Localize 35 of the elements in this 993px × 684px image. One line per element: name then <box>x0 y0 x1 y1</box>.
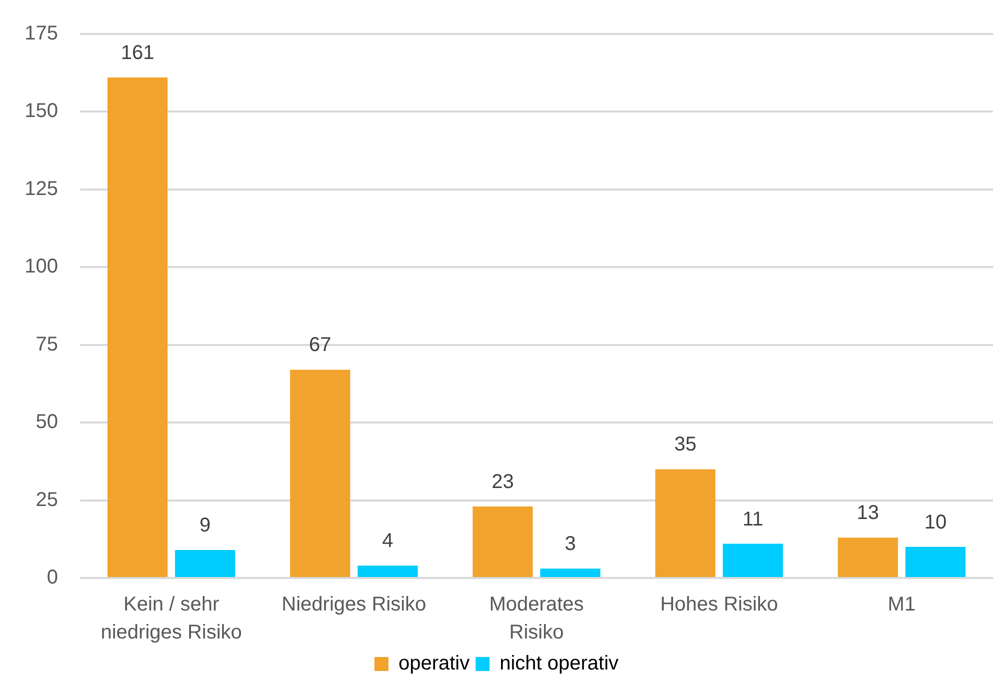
data-label: 3 <box>564 533 576 556</box>
bar <box>722 544 783 577</box>
data-label: 11 <box>742 508 764 530</box>
legend-label: nicht operativ <box>500 652 619 675</box>
y-tick-label: 50 <box>36 411 58 434</box>
x-tick-label: Moderates Risiko <box>489 594 584 644</box>
x-tick-label: M1 <box>888 594 916 616</box>
y-tick-label: 125 <box>24 178 58 200</box>
bar <box>540 568 600 577</box>
y-tick-label: 100 <box>24 256 58 278</box>
data-label: 67 <box>308 334 332 356</box>
y-tick-label: 150 <box>24 100 58 122</box>
bar <box>290 370 350 577</box>
bar <box>472 506 533 577</box>
bar <box>905 546 966 577</box>
legend-label: operativ <box>398 652 470 675</box>
bar <box>655 469 716 577</box>
bar <box>358 566 418 577</box>
y-tick-label: 175 <box>24 22 58 45</box>
x-tick-label: Hohes Risiko <box>660 594 778 616</box>
bar <box>107 78 168 577</box>
x-tick-label: Kein / sehr niedriges Risiko <box>100 594 242 644</box>
y-tick-label: 0 <box>46 566 58 589</box>
bar <box>838 538 898 577</box>
data-label: 13 <box>856 502 880 524</box>
y-tick-label: 75 <box>36 333 58 356</box>
bar <box>175 550 236 577</box>
x-tick-label: Niedriges Risiko <box>282 594 426 616</box>
data-label: 10 <box>924 511 947 534</box>
data-label: 23 <box>492 471 514 494</box>
data-label: 4 <box>382 530 394 552</box>
data-label: 161 <box>120 42 154 64</box>
data-label: 35 <box>674 434 696 456</box>
y-tick-label: 25 <box>36 488 58 511</box>
data-label: 9 <box>200 514 211 537</box>
